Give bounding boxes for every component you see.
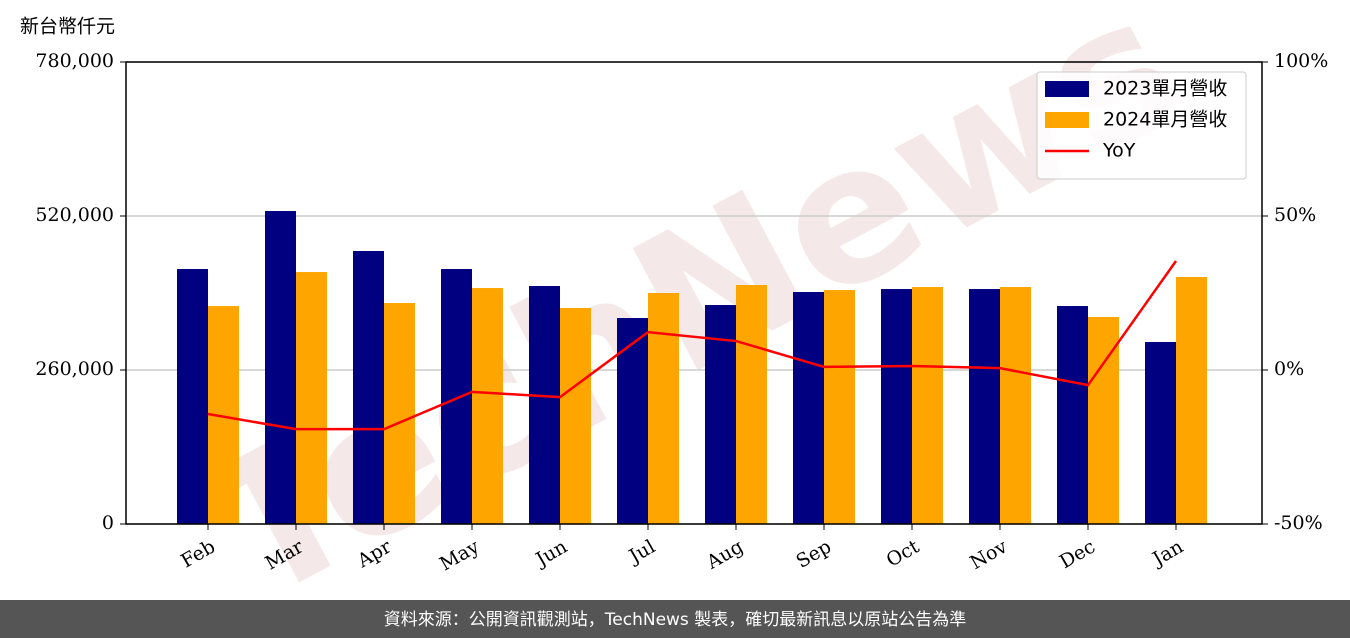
bar xyxy=(736,285,767,524)
bar xyxy=(177,269,208,524)
y-tick-label: 0 xyxy=(102,512,114,534)
footer-bar xyxy=(0,600,1350,638)
legend-label: 2024單月營收 xyxy=(1103,109,1227,131)
bar xyxy=(912,287,943,524)
legend-box xyxy=(1036,71,1247,180)
y-tick-label: 260,000 xyxy=(35,358,114,380)
y2-tick-label: 100% xyxy=(1274,50,1328,72)
bar xyxy=(296,272,327,524)
bar xyxy=(441,269,472,524)
y2-tick-label: 50% xyxy=(1274,204,1316,226)
y-axis-label: 新台幣仟元 xyxy=(20,16,115,38)
y2-tick-label: 0% xyxy=(1274,358,1304,380)
bar xyxy=(617,317,648,524)
legend-swatch xyxy=(1045,81,1089,97)
bar xyxy=(1000,287,1031,524)
y-tick-label: 520,000 xyxy=(35,204,114,226)
legend-label: 2023單月營收 xyxy=(1103,78,1227,100)
x-tick-label: Jan xyxy=(1147,536,1187,572)
legend-label: YoY xyxy=(1102,140,1136,162)
bar xyxy=(1088,316,1119,524)
footer-text: 資料來源：公開資訊觀測站，TechNews 製表，確切最新訊息以原站公告為準 xyxy=(384,610,966,630)
bar xyxy=(793,291,824,524)
x-tick-label: Feb xyxy=(177,536,219,573)
bar xyxy=(824,290,855,524)
x-tick-label: Oct xyxy=(883,535,924,571)
x-tick-label: Sep xyxy=(792,536,835,573)
x-tick-label: Jun xyxy=(530,536,571,572)
plot-frame xyxy=(125,61,1263,525)
bar xyxy=(1057,306,1088,524)
bar xyxy=(969,289,1000,524)
bar xyxy=(1176,277,1207,524)
bar xyxy=(529,286,560,524)
y2-tick-label: -50% xyxy=(1274,512,1323,534)
bar xyxy=(384,303,415,524)
x-tick-label: Jul xyxy=(624,536,659,569)
bar xyxy=(265,211,296,525)
line xyxy=(207,260,1178,431)
legend-swatch xyxy=(1045,112,1089,128)
x-tick-label: Dec xyxy=(1056,536,1099,574)
bar xyxy=(560,307,591,524)
y-tick-label: 780,000 xyxy=(35,50,114,72)
bar xyxy=(1145,341,1176,524)
bar xyxy=(648,293,679,524)
bar xyxy=(353,251,384,525)
bar xyxy=(472,288,503,524)
x-tick-label: Nov xyxy=(966,535,1011,574)
x-tick-label: Aug xyxy=(702,536,747,575)
bar xyxy=(881,289,912,524)
